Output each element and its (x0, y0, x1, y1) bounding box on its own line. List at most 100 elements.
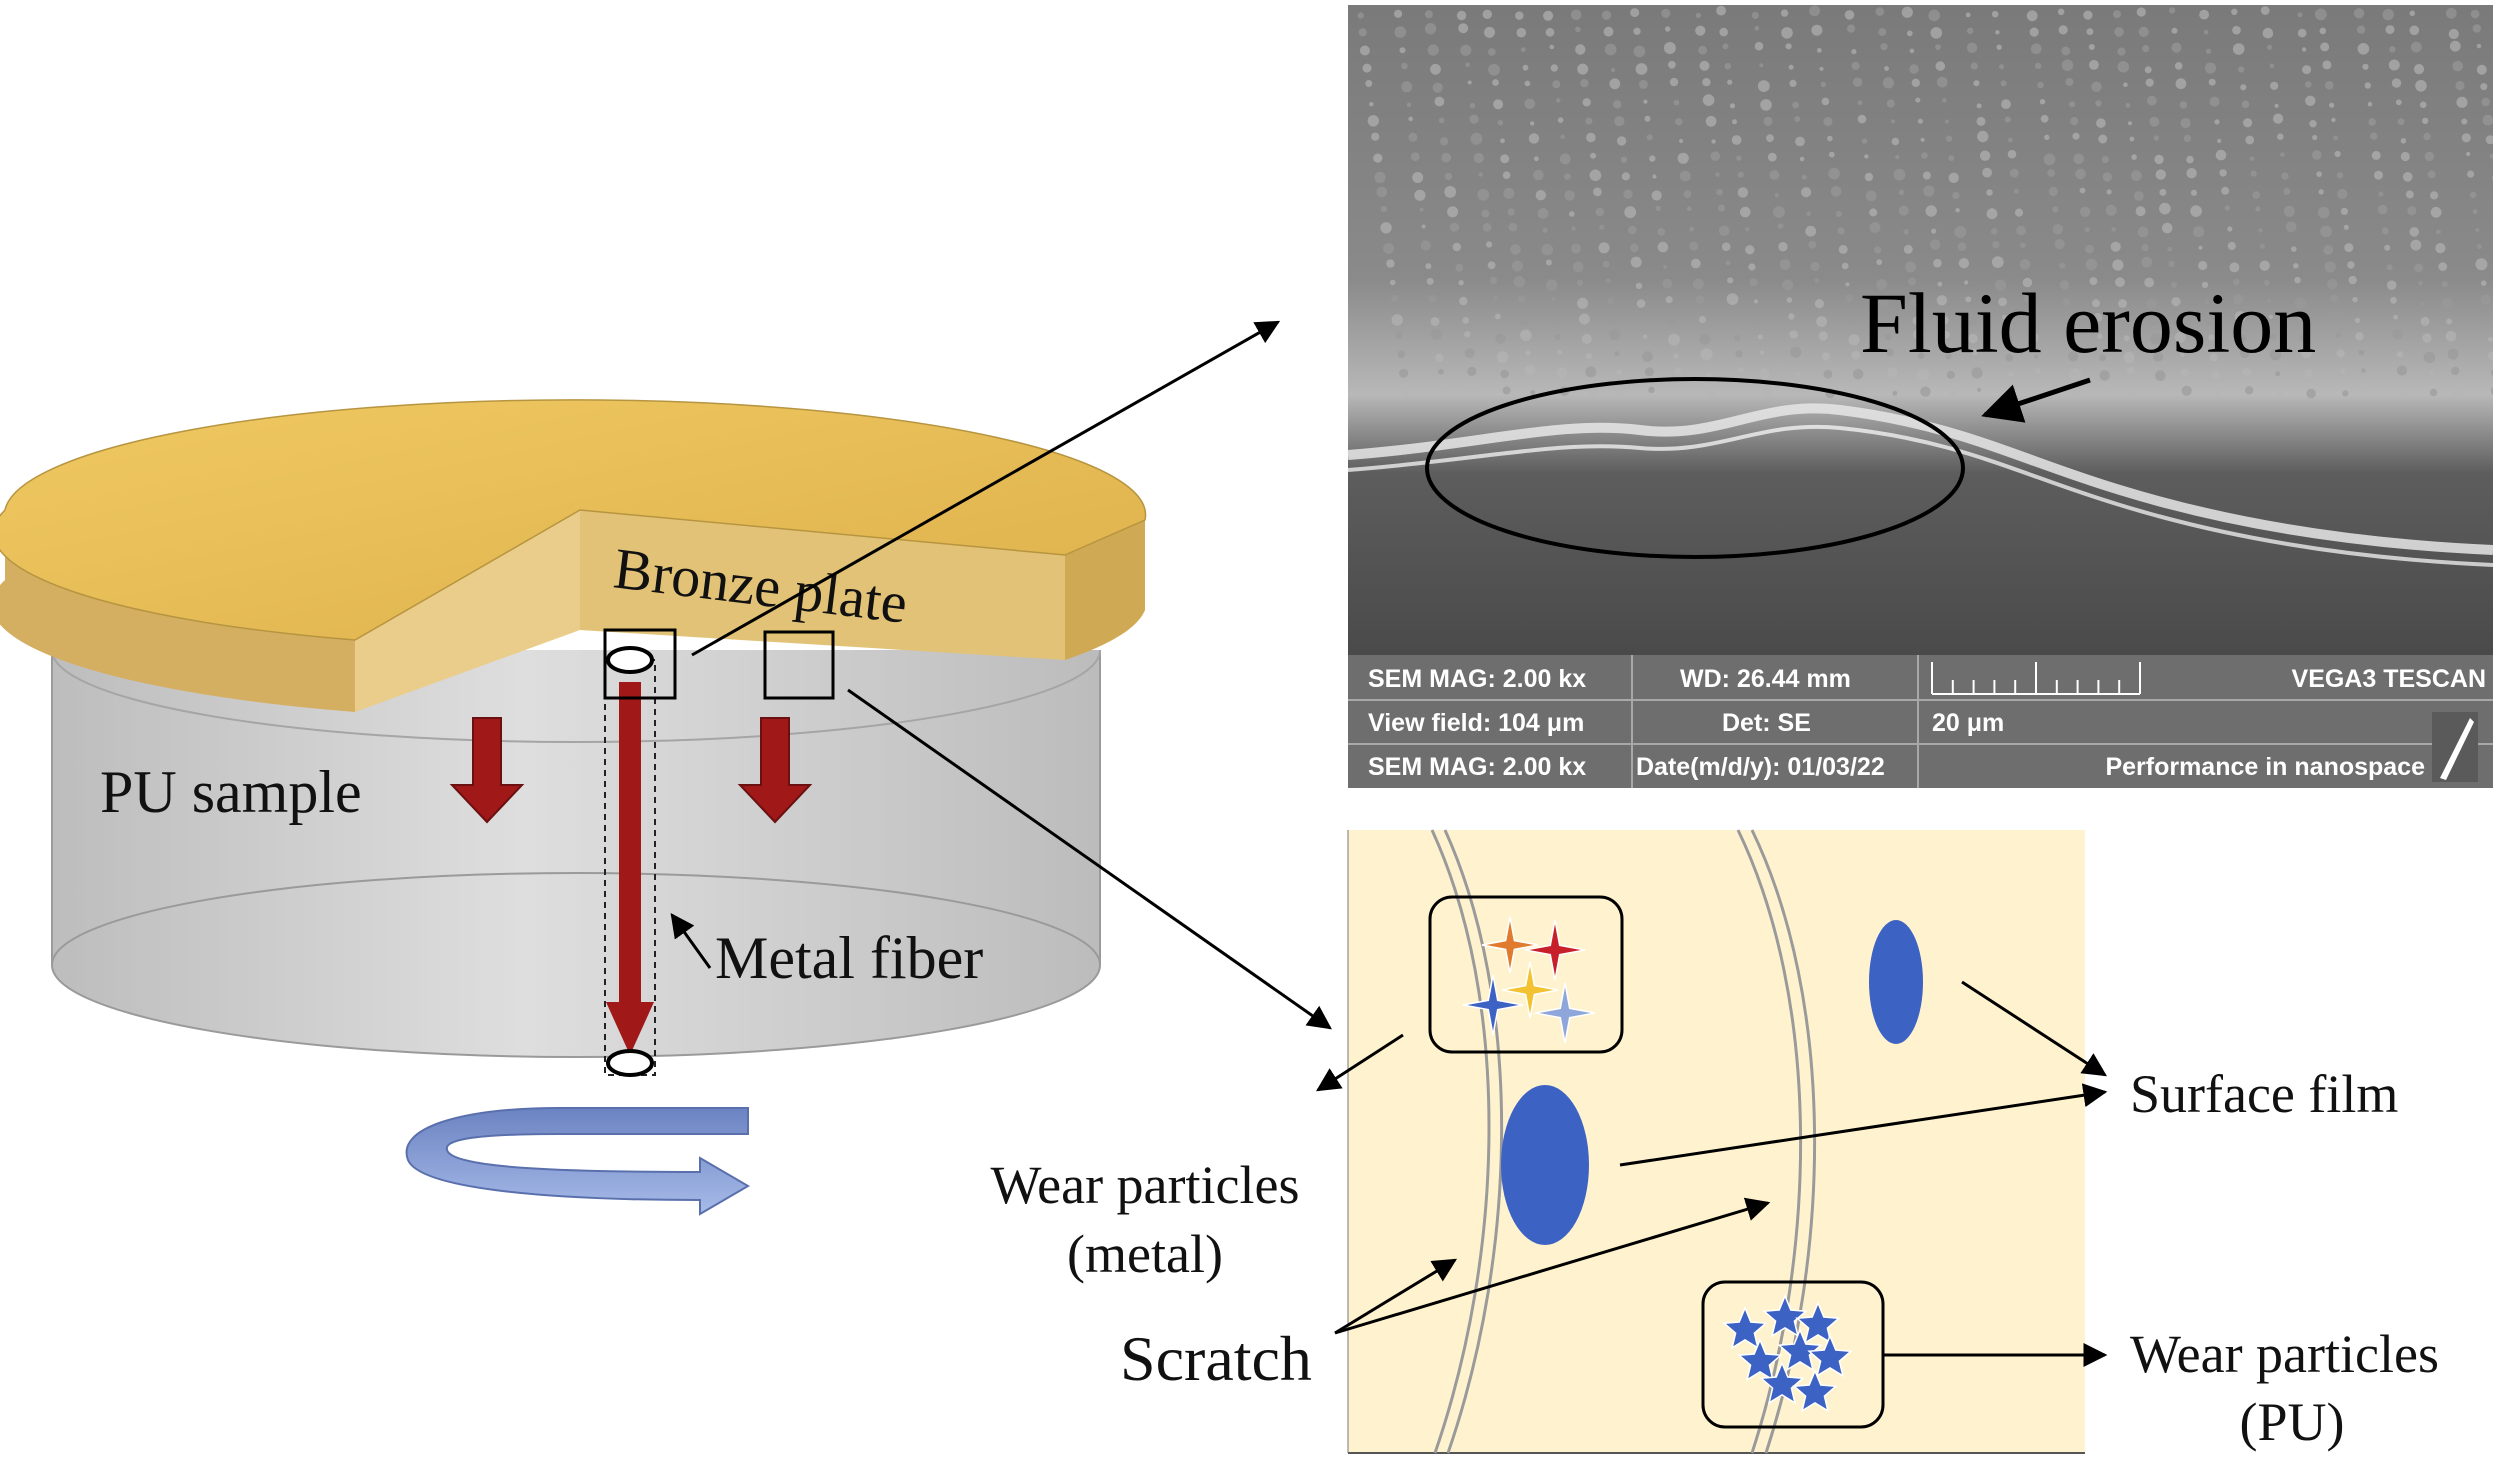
sem-texture-dot (2358, 43, 2370, 55)
sem-texture-dot (1399, 369, 1408, 378)
sem-texture-dot (1977, 103, 1982, 108)
sem-texture-dot (2302, 65, 2311, 74)
sem-texture-dot (1947, 371, 1955, 379)
sem-texture-dot (1892, 391, 1897, 396)
sem-texture-dot (1543, 11, 1553, 21)
sem-texture-dot (1577, 280, 1583, 286)
sem-texture-dot (1982, 168, 1992, 178)
sem-texture-dot (2428, 170, 2436, 178)
sem-texture-dot (1556, 98, 1561, 103)
sem-texture-dot (1958, 242, 1967, 251)
sem-texture-dot (1465, 63, 1470, 68)
sem-texture-dot (2414, 64, 2424, 74)
sem-texture-dot (1891, 119, 1895, 123)
sem-texture-dot (1609, 329, 1620, 340)
pu-sample-cylinder (52, 650, 1100, 1057)
sem-texture-dot (1460, 45, 1471, 56)
sem-texture-dot (2374, 171, 2383, 180)
sem-texture-dot (2481, 280, 2487, 286)
sem-texture-dot (1526, 351, 1531, 356)
sem-texture-dot (2387, 264, 2393, 270)
sem-texture-dot (2344, 225, 2349, 230)
sem-texture-dot (1696, 13, 1701, 18)
sem-texture-dot (2210, 97, 2220, 107)
sem-texture-dot (2227, 226, 2232, 231)
sem-texture-dot (1942, 98, 1946, 102)
sem-texture-dot (1371, 133, 1379, 141)
sem-texture-dot (1483, 223, 1492, 232)
sem-texture-dot (1431, 317, 1440, 326)
sem-texture-dot (1398, 351, 1405, 358)
sem-texture-dot (1754, 299, 1758, 303)
sem-texture-dot (1870, 222, 1881, 233)
sem-texture-dot (1973, 80, 1979, 86)
sem-texture-dot (2382, 228, 2389, 235)
sem-texture-dot (2080, 188, 2086, 194)
sem-texture-dot (2049, 187, 2058, 196)
sem-texture-dot (1481, 210, 1489, 218)
sem-texture-dot (1428, 45, 1439, 56)
sem-texture-dot (1483, 10, 1492, 19)
sem-texture-dot (1758, 334, 1763, 339)
sem-texture-dot (1582, 334, 1592, 344)
sem-texture-dot (2111, 242, 2121, 252)
sem-texture-dot (2392, 78, 2401, 87)
sem-texture-dot (2229, 262, 2239, 272)
sem-texture-dot (2490, 154, 2495, 159)
sem-texture-dot (2073, 154, 2084, 165)
sem-texture-dot (1817, 48, 1822, 53)
sem-texture-dot (1515, 12, 1523, 20)
sem-texture-dot (1422, 225, 1426, 229)
sem-texture-dot (1977, 388, 1981, 392)
sem-texture-dot (2302, 47, 2306, 51)
sem-texture-dot (2349, 276, 2357, 284)
sem-texture-dot (1670, 78, 1678, 86)
sem-texture-dot (2410, 11, 2416, 17)
sem-texture-dot (2344, 243, 2353, 252)
sem-texture-dot (1711, 139, 1715, 143)
sem-texture-dot (2401, 152, 2410, 161)
sem-texture-dot (2134, 191, 2144, 201)
sem-texture-dot (1665, 26, 1670, 31)
sem-texture-dot (1727, 277, 1733, 283)
sem-texture-dot (2402, 391, 2408, 397)
sem-texture-dot (2066, 78, 2074, 86)
sem-texture-dot (1794, 116, 1800, 122)
sem-texture-dot (1874, 246, 1881, 253)
sem-texture-dot (2481, 98, 2490, 107)
sem-texture-dot (2450, 41, 2461, 52)
sem-texture-dot (1887, 100, 1895, 108)
sem-texture-dot (2180, 101, 2187, 108)
sem-texture-dot (2085, 245, 2094, 254)
sem-texture-dot (1469, 115, 1478, 124)
sem-texture-dot (1699, 316, 1706, 323)
sem-texture-dot (2156, 169, 2166, 179)
sem-texture-dot (1457, 11, 1466, 20)
sem-texture-dot (1572, 227, 1576, 231)
sem-texture-dot (2320, 226, 2332, 238)
sem-texture-dot (2319, 189, 2324, 194)
sem-texture-dot (1630, 244, 1639, 253)
sem-texture-dot (1658, 242, 1669, 253)
sem-texture-dot (2329, 103, 2334, 108)
sem-texture-dot (2352, 297, 2357, 302)
sem-texture-dot (1590, 170, 1602, 182)
sem-texture-dot (2190, 205, 2202, 217)
sem-wd: WD: 26.44 mm (1680, 665, 1851, 693)
wear-particles-metal-label-1: Wear particles (991, 1155, 1300, 1215)
sem-texture-dot (1488, 48, 1496, 56)
sem-texture-dot (2098, 135, 2107, 144)
sem-brand: VEGA3 TESCAN (2292, 665, 2486, 693)
sem-texture-dot (1824, 370, 1833, 379)
sem-texture-dot (1421, 240, 1431, 250)
sem-texture-dot (2260, 244, 2265, 249)
sem-texture-dot (1789, 330, 1798, 339)
sem-texture-dot (1395, 331, 1402, 338)
sem-texture-dot (2243, 118, 2252, 127)
sem-texture-dot (2448, 349, 2459, 360)
sem-texture-dot (2141, 244, 2148, 251)
sem-texture-dot (1467, 367, 1476, 376)
sem-texture-dot (1469, 383, 1479, 393)
sem-texture-dot (2418, 281, 2423, 286)
sem-texture-dot (2199, 246, 2203, 250)
